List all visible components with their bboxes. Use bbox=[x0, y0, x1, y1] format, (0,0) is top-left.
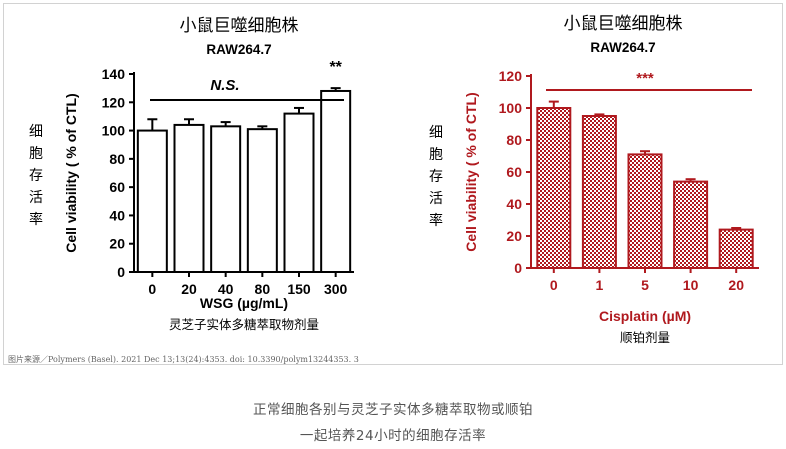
x-tick-label: 300 bbox=[324, 281, 348, 297]
x-tick-label: 20 bbox=[728, 277, 744, 293]
y-tick-label: 20 bbox=[506, 228, 522, 244]
y-axis-label: Cell viability ( % of CTL) bbox=[463, 92, 479, 251]
chart-title: 小鼠巨噬细胞株 bbox=[180, 16, 299, 36]
ylabel-cn-char: 细 bbox=[429, 125, 443, 141]
y-tick-label: 60 bbox=[506, 164, 522, 180]
y-tick-label: 0 bbox=[514, 260, 522, 276]
bar-40 bbox=[210, 125, 242, 274]
significance-label: ** bbox=[329, 59, 342, 76]
source-note: 图片来源／Polymers (Basel). 2021 Dec 13;13(24… bbox=[8, 355, 359, 364]
y-tick-label: 140 bbox=[102, 66, 126, 82]
x-tick-label: 1 bbox=[596, 277, 604, 293]
bar-5 bbox=[627, 153, 663, 269]
x-tick-label: 0 bbox=[550, 277, 558, 293]
ylabel-cn-char: 胞 bbox=[429, 147, 443, 163]
x-tick-label: 150 bbox=[287, 281, 311, 297]
x-axis-label: Cisplatin (µM) bbox=[599, 308, 691, 324]
x-axis-label-cn: 灵芝子实体多糖萃取物剂量 bbox=[169, 317, 319, 332]
y-tick-label: 40 bbox=[506, 196, 522, 212]
bar-0 bbox=[536, 107, 572, 269]
x-tick-label: 80 bbox=[255, 281, 271, 297]
ylabel-cn-char: 存 bbox=[29, 168, 43, 184]
y-tick-label: 60 bbox=[109, 179, 125, 195]
ylabel-cn-char: 活 bbox=[29, 190, 43, 206]
y-tick-label: 80 bbox=[506, 132, 522, 148]
y-tick-label: 40 bbox=[109, 207, 125, 223]
x-axis-label: WSG (µg/mL) bbox=[200, 295, 288, 311]
x-axis-label-cn: 顺铂剂量 bbox=[620, 330, 670, 345]
bar-20 bbox=[173, 123, 205, 273]
bar-10 bbox=[673, 180, 709, 270]
x-tick-label: 10 bbox=[683, 277, 699, 293]
chart-title: 小鼠巨噬细胞株 bbox=[564, 14, 683, 34]
x-tick-label: 40 bbox=[218, 281, 234, 297]
bar-150 bbox=[283, 112, 315, 273]
x-tick-label: 20 bbox=[181, 281, 197, 297]
figure-frame: 小鼠巨噬细胞株 RAW264.7 细胞存活率 Cell viability ( % o… bbox=[3, 3, 783, 365]
y-tick-label: 120 bbox=[499, 68, 523, 84]
ylabel-cn-char: 存 bbox=[429, 169, 443, 185]
ylabel-cn-char: 率 bbox=[29, 211, 43, 228]
bar-300 bbox=[320, 89, 352, 273]
ylabel-cn-char: 胞 bbox=[29, 146, 43, 162]
chart-subtitle: RAW264.7 bbox=[206, 42, 271, 57]
ylabel-cn-char: 细 bbox=[29, 124, 43, 140]
bar-20 bbox=[718, 228, 754, 270]
y-tick-label: 20 bbox=[109, 236, 125, 252]
y-tick-label: 80 bbox=[109, 151, 125, 167]
y-tick-label: 0 bbox=[117, 264, 125, 280]
y-tick-label: 100 bbox=[499, 100, 523, 116]
bar-80 bbox=[246, 128, 278, 273]
ylabel-cn-char: 率 bbox=[429, 212, 443, 229]
chart-cisplatin: 小鼠巨噬细胞株 RAW264.7 细胞存活率 Cell viability ( % o… bbox=[429, 14, 759, 345]
caption-line-1: 正常细胞各别与灵芝子实体多糖萃取物或顺铂 bbox=[253, 402, 533, 418]
y-axis-label: Cell viability ( % of CTL) bbox=[63, 93, 79, 252]
bar-0 bbox=[136, 129, 168, 273]
ylabel-cn-char: 活 bbox=[429, 191, 443, 207]
bar-1 bbox=[581, 115, 617, 269]
chart-subtitle: RAW264.7 bbox=[590, 40, 655, 55]
x-tick-label: 5 bbox=[641, 277, 649, 293]
y-tick-label: 100 bbox=[102, 123, 126, 139]
chart-wsg: 小鼠巨噬细胞株 RAW264.7 细胞存活率 Cell viability ( % o… bbox=[29, 16, 354, 332]
significance-label: *** bbox=[636, 70, 654, 87]
significance-label: N.S. bbox=[210, 77, 239, 94]
caption-line-2: 一起培养24小时的细胞存活率 bbox=[299, 428, 487, 444]
y-tick-label: 120 bbox=[102, 94, 126, 110]
x-tick-label: 0 bbox=[148, 281, 156, 297]
